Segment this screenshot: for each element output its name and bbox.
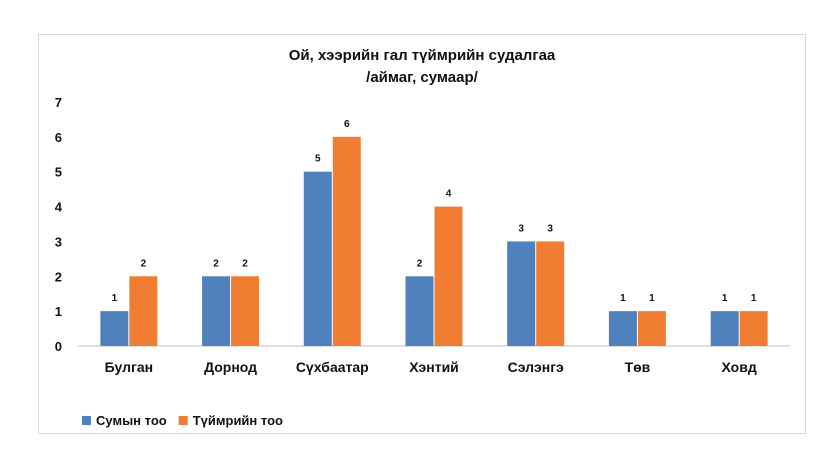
data-label: 2 (213, 258, 219, 269)
chart-title: Ой, хээрийн гал түймрийн судалгаа (289, 47, 556, 64)
y-tick-label: 5 (55, 165, 62, 180)
data-label: 3 (518, 223, 524, 234)
bar-fire-count-2 (332, 136, 361, 346)
legend-swatch-0 (82, 416, 91, 425)
bar-fire-count-4 (536, 241, 565, 346)
category-label: Сүхбаатар (296, 359, 369, 375)
data-label: 1 (751, 293, 757, 304)
data-label: 4 (446, 189, 452, 200)
category-label: Ховд (722, 359, 757, 375)
y-tick-label: 4 (55, 200, 63, 215)
data-label: 1 (722, 293, 728, 304)
legend: Сумын тоо Түймрийн тоо (82, 413, 283, 428)
bar-sum-count-5 (608, 311, 637, 346)
category-label: Хэнтий (409, 359, 459, 375)
data-label: 1 (112, 293, 118, 304)
category-label: Дорнод (204, 359, 257, 375)
data-label: 2 (141, 258, 147, 269)
bar-fire-count-1 (231, 276, 260, 346)
data-label: 2 (417, 258, 423, 269)
y-tick-label: 3 (55, 234, 62, 249)
category-labels-group: Булган Дорнод Сүхбаатар Хэнтий Сэлэнгэ Төв Хов… (105, 359, 757, 375)
data-labels-group: 1 2 2 2 5 6 2 4 3 3 1 1 1 1 (112, 119, 757, 304)
bar-sum-count-2 (303, 171, 332, 346)
y-tick-label: 0 (55, 339, 62, 354)
legend-swatch-1 (178, 416, 188, 425)
bar-sum-count-1 (202, 276, 231, 346)
category-label: Төв (625, 359, 651, 375)
y-tick-label: 1 (55, 304, 62, 319)
category-label: Сэлэнгэ (508, 359, 564, 375)
chart-frame (38, 34, 806, 434)
y-axis-ticks: 0 1 2 3 4 5 6 7 (55, 95, 63, 354)
y-tick-label: 6 (55, 130, 62, 145)
legend-label-0: Сумын тоо (96, 413, 167, 428)
data-label: 3 (547, 223, 553, 234)
bar-fire-count-5 (637, 311, 666, 346)
data-label: 2 (242, 258, 248, 269)
y-tick-label: 2 (55, 269, 62, 284)
bar-sum-count-3 (405, 276, 434, 346)
bar-fire-count-0 (129, 276, 158, 346)
data-label: 1 (620, 293, 626, 304)
data-label: 5 (315, 154, 321, 165)
bars-group (100, 136, 768, 346)
bar-fire-count-3 (434, 206, 463, 346)
category-label: Булган (105, 359, 153, 375)
bar-sum-count-6 (710, 311, 739, 346)
y-tick-label: 7 (55, 95, 62, 110)
bar-sum-count-4 (507, 241, 536, 346)
legend-label-1: Түймрийн тоо (193, 413, 283, 428)
data-label: 6 (344, 119, 350, 130)
bar-fire-count-6 (739, 311, 768, 346)
bar-sum-count-0 (100, 311, 129, 346)
chart-subtitle: /аймаг, сумаар/ (366, 69, 478, 86)
data-label: 1 (649, 293, 655, 304)
